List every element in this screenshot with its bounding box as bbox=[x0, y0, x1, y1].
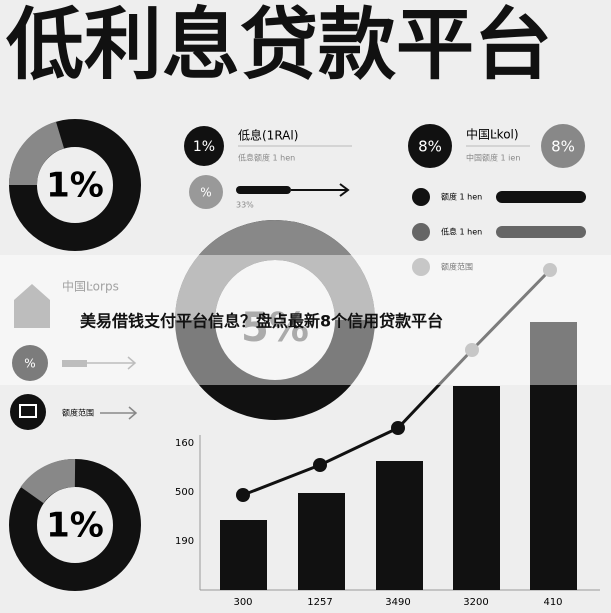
point bbox=[236, 488, 250, 502]
icon bbox=[412, 188, 430, 206]
label: 中国Ŀkol) bbox=[466, 127, 519, 142]
badge bbox=[12, 345, 48, 381]
x-tick-label: 1257 bbox=[307, 597, 332, 608]
arrow bbox=[100, 406, 138, 420]
badge-label: 8% bbox=[418, 138, 442, 156]
label: 额度 1 hen bbox=[441, 192, 482, 202]
banner-text: 美易借钱支付平台信息？盘点最新8个信用贷款平台 bbox=[80, 312, 443, 331]
donut-label: 1% bbox=[46, 166, 104, 206]
x-tick-label: 3490 bbox=[385, 597, 410, 608]
label: 低息额度 1 hen bbox=[238, 153, 295, 163]
bar bbox=[220, 520, 267, 590]
point bbox=[313, 458, 327, 472]
arrow bbox=[87, 356, 137, 370]
icon bbox=[412, 223, 430, 241]
y-tick-label: 500 bbox=[175, 487, 194, 498]
x-tick-label: 300 bbox=[233, 597, 252, 608]
donut-segment bbox=[175, 220, 375, 321]
badge bbox=[184, 126, 224, 166]
progress-bar bbox=[236, 186, 291, 194]
y-tick-label: 160 bbox=[175, 438, 194, 449]
donut-segment bbox=[20, 459, 76, 504]
bar bbox=[496, 226, 586, 238]
badge-label: 1% bbox=[193, 139, 215, 155]
label: 低息(1RAl) bbox=[238, 128, 298, 143]
badge-label: 8% bbox=[551, 138, 575, 156]
bar bbox=[453, 386, 500, 590]
badge-label: % bbox=[200, 186, 211, 200]
bar bbox=[530, 322, 577, 590]
donut-label: 5% bbox=[241, 305, 309, 351]
bar bbox=[376, 461, 423, 590]
title: 低利息贷款平台 bbox=[6, 0, 552, 90]
label: 33% bbox=[236, 201, 254, 210]
donut-label: 1% bbox=[46, 506, 104, 546]
bar bbox=[298, 493, 345, 590]
label: 中国额度 1 ien bbox=[466, 153, 520, 163]
badge bbox=[541, 124, 585, 168]
bar bbox=[62, 360, 87, 367]
badge-label: % bbox=[24, 357, 35, 371]
y-tick-label: 190 bbox=[175, 536, 194, 547]
icon bbox=[412, 258, 430, 276]
point bbox=[543, 263, 557, 277]
icon bbox=[10, 394, 46, 430]
arrow bbox=[291, 183, 350, 197]
badge bbox=[408, 124, 452, 168]
x-tick-label: 3200 bbox=[463, 597, 488, 608]
icon bbox=[14, 284, 50, 328]
point bbox=[391, 421, 405, 435]
label: 低息 1 hen bbox=[441, 227, 482, 237]
bar bbox=[496, 191, 586, 203]
point bbox=[465, 343, 479, 357]
badge bbox=[189, 175, 223, 209]
label: 中国Ŀorps bbox=[62, 279, 119, 294]
label: 额度范围 bbox=[62, 408, 94, 418]
banner-overlay bbox=[0, 255, 611, 385]
x-tick-label: 410 bbox=[543, 597, 562, 608]
donut-segment bbox=[8, 121, 65, 186]
label: 额度范围 bbox=[441, 262, 473, 272]
icon-glyph bbox=[19, 404, 37, 418]
